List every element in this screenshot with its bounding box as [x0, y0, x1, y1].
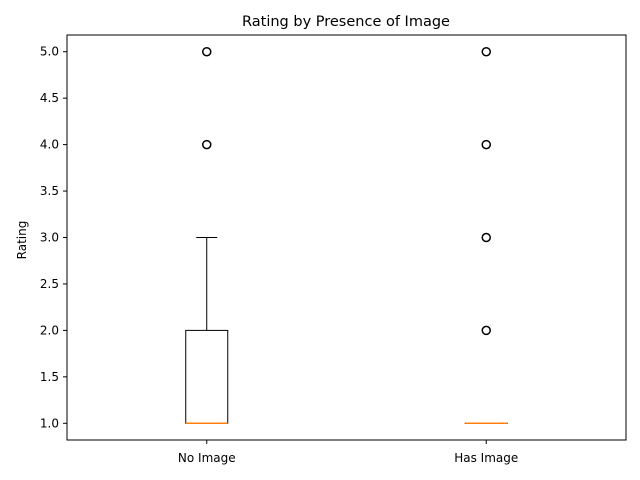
outlier-point	[481, 325, 491, 336]
y-axis-label: Rating	[15, 221, 29, 260]
y-tick-label: 3.5	[40, 184, 59, 198]
plot-area: 1.0 1.5 2.0 2.5 3.0 3.5 4.0 4.5 5.0 No Image Has I…	[40, 45, 518, 465]
y-tick-label: 1.0	[40, 416, 59, 430]
y-tick-label: 4.0	[40, 138, 59, 152]
outlier-point	[481, 46, 491, 57]
outlier-point	[481, 232, 491, 243]
y-tick-label: 5.0	[40, 45, 59, 59]
y-tick-label: 2.5	[40, 277, 59, 291]
y-tick-label: 2.0	[40, 323, 59, 337]
x-tick-label: Has Image	[454, 451, 518, 465]
chart-title: Rating by Presence of Image	[242, 14, 450, 30]
y-tick-label: 1.5	[40, 370, 59, 384]
outlier-point	[481, 139, 491, 150]
y-tick-label: 3.0	[40, 231, 59, 245]
axes-frame	[66, 34, 627, 441]
outlier-point	[202, 46, 212, 57]
x-tick-label: No Image	[178, 451, 236, 465]
y-tick-label: 4.5	[40, 91, 59, 105]
outlier-point	[202, 139, 212, 150]
